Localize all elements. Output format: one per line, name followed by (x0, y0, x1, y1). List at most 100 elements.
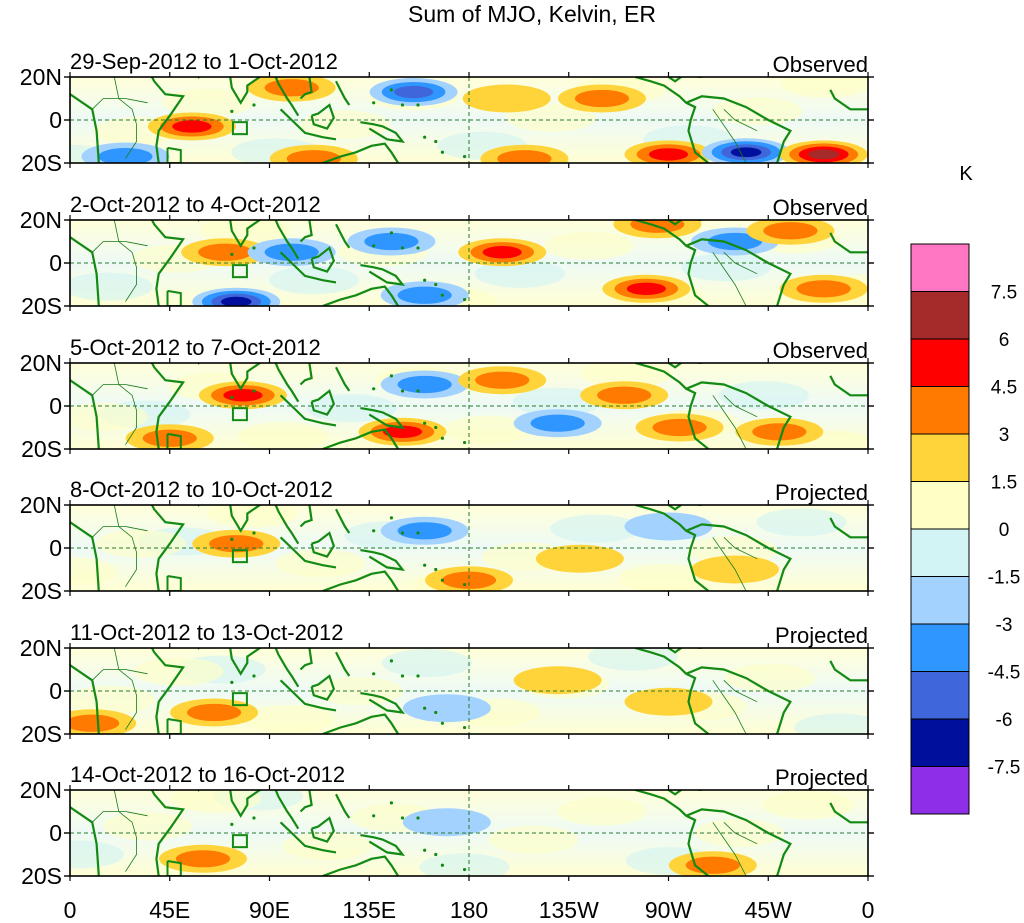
anomaly-contour (730, 147, 762, 158)
panel-date-label: 5-Oct-2012 to 7-Oct-2012 (70, 335, 321, 360)
coastlines (70, 505, 868, 591)
coastline-madagascar (166, 718, 182, 734)
colorbar-level-label: -3 (996, 615, 1013, 636)
lat-label: 20S (21, 436, 62, 462)
country-border (712, 822, 747, 876)
coastline (829, 375, 868, 397)
anomaly-contour (264, 243, 319, 261)
island-dot (462, 725, 467, 730)
field-contour (419, 853, 510, 876)
field-layer (70, 220, 868, 306)
field-contour (381, 649, 472, 678)
region-box (231, 834, 248, 849)
anomaly-contour (198, 243, 253, 261)
anomaly-contour (513, 666, 602, 695)
island-dot (440, 293, 444, 297)
coastline (685, 666, 792, 734)
coastline (335, 651, 351, 677)
anomaly-contour (382, 425, 423, 438)
island-dot (400, 531, 405, 535)
island-dot (252, 674, 256, 678)
island-dot (389, 374, 394, 378)
colorbar-swatch (910, 338, 970, 387)
colorbar-level-label: 7.5 (991, 283, 1017, 304)
anomaly-contour (482, 246, 522, 259)
island-dot (400, 246, 405, 250)
colorbar-swatch (910, 481, 970, 530)
field-contour (474, 259, 565, 288)
coastline (685, 808, 792, 876)
field-contour (70, 685, 155, 714)
field-contour (681, 253, 772, 282)
coastline (322, 285, 400, 306)
country-border (91, 669, 148, 681)
field-contour (619, 564, 710, 591)
island-dot (440, 150, 444, 154)
region-box (231, 121, 248, 136)
lat-label: 0 (49, 678, 62, 704)
country-border (113, 790, 137, 872)
anomaly-contour (223, 389, 263, 402)
panel-type-label: Projected (775, 623, 868, 648)
field-contour (694, 819, 785, 847)
island-dot (423, 278, 427, 282)
coastlines (70, 220, 868, 306)
coastline (197, 363, 300, 403)
anomaly-contour (397, 522, 452, 540)
coastline (279, 251, 337, 284)
coastline (829, 660, 868, 682)
country-border (712, 680, 747, 734)
island-dot (230, 109, 234, 113)
field-contour (756, 508, 847, 537)
panels-group: 20N 0 20S 29-Sep-2012 to 1-Oct-2012 Observed… (20, 49, 874, 889)
coastline (635, 648, 710, 734)
island-dot (434, 425, 438, 430)
lon-label: 135W (539, 897, 599, 923)
lon-label: 90E (249, 897, 290, 923)
field-contour (488, 825, 579, 854)
colorbar-level-label: -6 (996, 710, 1013, 731)
coastlines (70, 790, 868, 876)
coastline (299, 648, 313, 671)
coastline (635, 505, 710, 591)
anomaly-contour (175, 850, 231, 868)
field-contour (102, 812, 193, 841)
island-dot (372, 529, 376, 533)
field-contour (306, 394, 397, 423)
panel-3: 20N 0 20S 5-Oct-2012 to 7-Oct-2012 Observed (20, 335, 874, 462)
anomaly-contour (808, 149, 839, 160)
coastline-madagascar (166, 432, 182, 449)
coastline (310, 389, 336, 416)
island-dot (252, 103, 256, 107)
island-dot (416, 246, 420, 250)
anomaly-contour (707, 232, 763, 251)
anomaly-contour (626, 282, 666, 295)
anomaly-contour (497, 150, 552, 163)
coastline (335, 80, 351, 106)
field-contour (506, 103, 597, 132)
coastlines (70, 648, 868, 734)
field-layer (70, 363, 868, 449)
lat-label: 20N (20, 635, 62, 661)
colorbar-level-label: -4.5 (988, 663, 1021, 684)
coastlines (70, 77, 868, 163)
anomaly-contour (752, 423, 807, 441)
coastline (635, 77, 710, 163)
region-box (231, 264, 248, 279)
country-border (91, 384, 148, 396)
island-dot (440, 436, 444, 440)
field-contour (299, 110, 390, 139)
anomaly-contour (220, 296, 252, 306)
colorbar-swatch (910, 671, 970, 720)
coastline (310, 246, 336, 273)
island-dot (462, 154, 467, 159)
lat-label: 20N (20, 207, 62, 233)
lat-label: 0 (49, 393, 62, 419)
country-border (113, 505, 137, 587)
coastline (667, 505, 702, 511)
colorbar-level-label: 0 (999, 520, 1010, 541)
anomaly-contour (648, 148, 689, 161)
coastline (279, 679, 337, 712)
coastline (197, 220, 300, 260)
panel-6: 20N 0 20S 14-Oct-2012 to 16-Oct-2012 Project… (20, 762, 874, 889)
